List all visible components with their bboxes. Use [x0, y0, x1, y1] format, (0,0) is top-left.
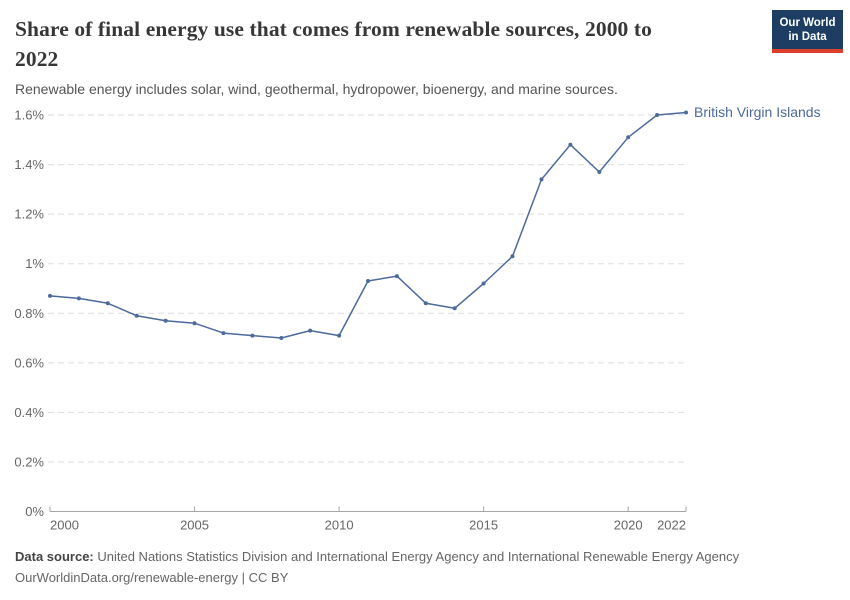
data-point[interactable]: [539, 177, 544, 182]
data-point[interactable]: [597, 170, 602, 174]
y-tick-label: 1.4%: [14, 157, 44, 172]
owid-logo-line1: Our World: [779, 17, 836, 29]
data-point[interactable]: [626, 135, 631, 140]
chart-subtitle: Renewable energy includes solar, wind, g…: [15, 81, 618, 97]
data-point[interactable]: [481, 281, 486, 286]
data-point[interactable]: [279, 336, 284, 340]
x-tick-label: 2022: [657, 518, 686, 533]
y-tick-label: 0.6%: [14, 355, 44, 370]
y-tick-label: 1.2%: [14, 207, 44, 222]
data-point[interactable]: [221, 331, 226, 336]
data-point[interactable]: [394, 274, 399, 279]
data-point[interactable]: [510, 254, 515, 259]
data-point[interactable]: [163, 318, 168, 323]
data-line: [49, 111, 687, 339]
x-tick-label: 2005: [180, 518, 209, 533]
data-point[interactable]: [366, 279, 370, 283]
chart-header: Share of final energy use that comes fro…: [0, 0, 850, 97]
data-source-text: United Nations Statistics Division and I…: [93, 549, 740, 564]
y-tick-label: 0.8%: [14, 306, 44, 321]
chart-footer: Data source: United Nations Statistics D…: [15, 546, 835, 588]
x-tick-label: 2020: [614, 518, 643, 533]
data-point[interactable]: [337, 333, 342, 338]
y-tick-label: 0%: [25, 504, 44, 519]
owid-logo-line2: in Data: [788, 30, 827, 43]
data-point[interactable]: [423, 301, 428, 306]
data-point[interactable]: [192, 321, 197, 326]
y-tick-label: 0.4%: [14, 405, 44, 420]
data-point[interactable]: [250, 333, 255, 338]
chart-title: Share of final energy use that comes fro…: [15, 17, 652, 71]
x-tick-label: 2010: [325, 518, 354, 533]
x-tick-label: 2015: [469, 518, 498, 533]
owid-logo[interactable]: Our World in Data: [772, 10, 843, 53]
data-point[interactable]: [105, 301, 110, 306]
data-point[interactable]: [308, 328, 313, 333]
data-point[interactable]: [48, 293, 52, 298]
data-point[interactable]: [134, 313, 139, 318]
line-chart[interactable]: 0% 0.2% 0.4% 0.6% 0.8% 1% 1.2% 1.4% 1.6% 2000 2005…: [0, 95, 850, 545]
x-tick-label: 2000: [50, 518, 79, 533]
data-source-line: Data source: United Nations Statistics D…: [15, 546, 835, 567]
data-point[interactable]: [568, 142, 573, 147]
attribution-line[interactable]: OurWorldinData.org/renewable-energy | CC…: [15, 570, 289, 585]
y-tick-label: 1.6%: [14, 108, 44, 123]
data-point[interactable]: [684, 110, 688, 115]
y-tick-label: 0.2%: [14, 454, 44, 469]
series-end-label[interactable]: British Virgin Islands: [694, 104, 821, 120]
y-tick-label: 1%: [25, 256, 44, 271]
data-point[interactable]: [76, 296, 81, 301]
data-point[interactable]: [655, 113, 660, 117]
data-source-label: Data source:: [15, 549, 94, 564]
data-point[interactable]: [452, 306, 457, 311]
